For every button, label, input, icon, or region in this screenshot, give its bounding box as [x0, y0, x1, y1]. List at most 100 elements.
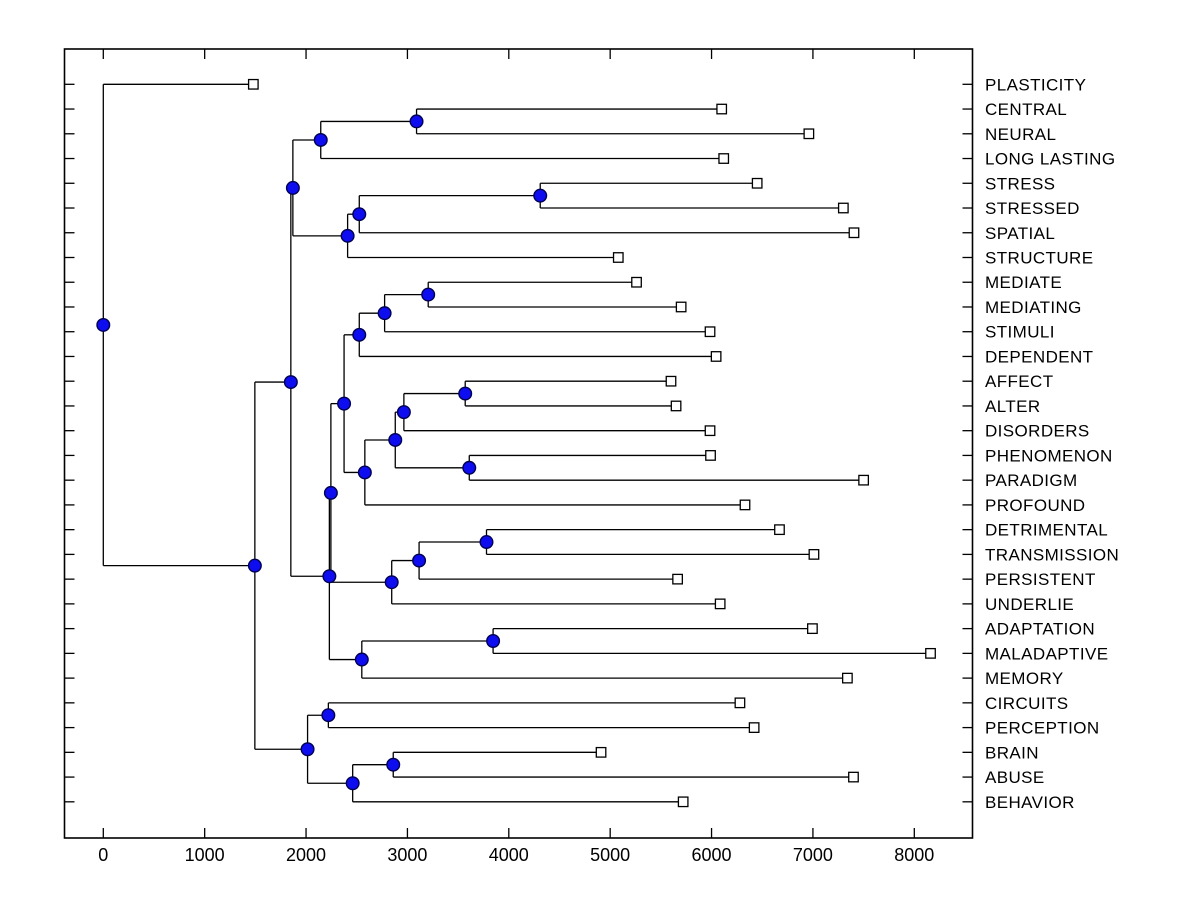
leaf-label: CENTRAL	[985, 100, 1067, 119]
leaf-node-marker[interactable]	[612, 252, 624, 263]
leaf-label: PLASTICITY	[985, 75, 1086, 94]
leaf-label: LONG LASTING	[985, 150, 1115, 169]
leaf-node-marker[interactable]	[718, 153, 730, 164]
branch-node-marker[interactable]	[247, 558, 262, 573]
branch-node-marker[interactable]	[533, 188, 548, 203]
leaf-label: SPATIAL	[985, 224, 1055, 243]
leaf-label: PARADIGM	[985, 471, 1078, 490]
x-tick-label: 0	[98, 845, 108, 865]
leaf-label: MEDIATE	[985, 273, 1062, 292]
branch-node-marker[interactable]	[340, 228, 355, 243]
branch-node-marker[interactable]	[352, 327, 367, 342]
leaf-label: MALADAPTIVE	[985, 644, 1108, 663]
leaf-label: MEMORY	[985, 669, 1064, 688]
branch-node-marker[interactable]	[396, 405, 411, 420]
leaf-label: ABUSE	[985, 768, 1045, 787]
tree-branches	[102, 83, 931, 803]
branch-node-marker[interactable]	[386, 757, 401, 772]
leaf-node-marker[interactable]	[705, 450, 716, 461]
leaf-label: CIRCUITS	[985, 694, 1068, 713]
branch-node-marker[interactable]	[462, 460, 477, 475]
branch-node-marker[interactable]	[354, 652, 369, 667]
leaf-node-marker[interactable]	[841, 672, 853, 684]
leaf-node-marker[interactable]	[677, 796, 689, 808]
leaf-node-marker[interactable]	[739, 499, 751, 511]
branch-node-marker[interactable]	[322, 569, 337, 584]
branch-node-marker[interactable]	[479, 535, 494, 550]
leaf-node-marker[interactable]	[774, 524, 785, 536]
branch-node-marker[interactable]	[283, 375, 298, 390]
leaf-label: NEURAL	[985, 125, 1056, 144]
branch-node-marker[interactable]	[285, 180, 300, 195]
leaf-node-marker[interactable]	[670, 400, 682, 412]
leaf-node-marker[interactable]	[837, 202, 849, 214]
leaf-label: PROFOUND	[985, 496, 1085, 515]
leaf-node-marker[interactable]	[803, 128, 815, 140]
branch-node-marker[interactable]	[96, 317, 111, 332]
branch-node-marker[interactable]	[323, 485, 338, 500]
leaf-node-marker[interactable]	[734, 697, 746, 709]
labels: 0 1000 2000 3000 4000 5000 6000 7000 8000 PLASTIC…	[98, 75, 1119, 865]
leaf-node-marker[interactable]	[848, 771, 859, 783]
leaf-node-marker[interactable]	[925, 647, 936, 659]
x-tick-label: 1000	[185, 845, 225, 865]
leaf-node-marker[interactable]	[704, 425, 716, 437]
leaf-node-marker[interactable]	[247, 78, 259, 90]
x-tick-label: 6000	[692, 845, 732, 865]
branch-node-marker[interactable]	[458, 386, 473, 401]
leaf-label: DISORDERS	[985, 422, 1090, 441]
branch-node-marker[interactable]	[384, 575, 399, 590]
leaf-node-marker[interactable]	[807, 623, 818, 635]
plot-border-box	[63, 48, 974, 839]
leaf-node-marker[interactable]	[748, 722, 760, 733]
branch-node-marker[interactable]	[357, 465, 372, 480]
leaf-node-marker[interactable]	[665, 375, 677, 387]
branch-node-marker[interactable]	[337, 396, 352, 411]
leaf-label: BEHAVIOR	[985, 793, 1075, 812]
leaf-label: UNDERLIE	[985, 595, 1074, 614]
branch-node-marker[interactable]	[421, 287, 436, 302]
branch-node-marker[interactable]	[321, 708, 336, 723]
leaf-label: ADAPTATION	[985, 620, 1095, 639]
x-tick-label: 7000	[793, 845, 833, 865]
x-tick-label: 4000	[489, 845, 529, 865]
leaf-node-marker[interactable]	[672, 573, 683, 585]
leaf-node-marker[interactable]	[704, 326, 716, 338]
axes	[63, 48, 974, 839]
leaf-label: STRUCTURE	[985, 248, 1093, 267]
leaf-label: ALTER	[985, 397, 1041, 416]
leaf-node-marker[interactable]	[848, 227, 860, 239]
leaf-label: STRESS	[985, 174, 1055, 193]
x-tick-label: 2000	[286, 845, 326, 865]
leaf-label: BRAIN	[985, 743, 1039, 762]
branch-node-marker[interactable]	[412, 553, 427, 568]
leaf-label: TRANSMISSION	[985, 545, 1119, 564]
branch-node-marker[interactable]	[377, 306, 392, 321]
branch-node-marker[interactable]	[313, 132, 328, 147]
branch-node-marker[interactable]	[409, 114, 424, 129]
leaf-label: DEPENDENT	[985, 347, 1093, 366]
leaf-label: STIMULI	[985, 323, 1055, 342]
leaf-label: AFFECT	[985, 372, 1054, 391]
branch-node-marker[interactable]	[352, 207, 367, 222]
leaf-node-marker[interactable]	[714, 598, 726, 610]
leaf-label: MEDIATING	[985, 298, 1082, 317]
x-tick-label: 3000	[387, 845, 427, 865]
leaf-node-marker[interactable]	[751, 177, 763, 189]
branch-node-marker[interactable]	[486, 633, 501, 648]
branch-node-marker[interactable]	[300, 742, 315, 757]
leaf-node-marker[interactable]	[808, 548, 820, 560]
leaf-node-marker[interactable]	[675, 301, 687, 313]
leaf-node-marker[interactable]	[716, 103, 728, 115]
leaf-label: PERSISTENT	[985, 570, 1096, 589]
branch-node-marker[interactable]	[388, 432, 403, 447]
leaf-label: DETRIMENTAL	[985, 521, 1108, 540]
leaf-node-marker[interactable]	[631, 276, 642, 288]
leaf-node-marker[interactable]	[710, 351, 722, 362]
leaf-node-marker[interactable]	[858, 474, 870, 486]
leaf-node-marker[interactable]	[595, 746, 607, 758]
branch-node-marker[interactable]	[345, 776, 360, 791]
x-tick-label: 8000	[894, 845, 934, 865]
